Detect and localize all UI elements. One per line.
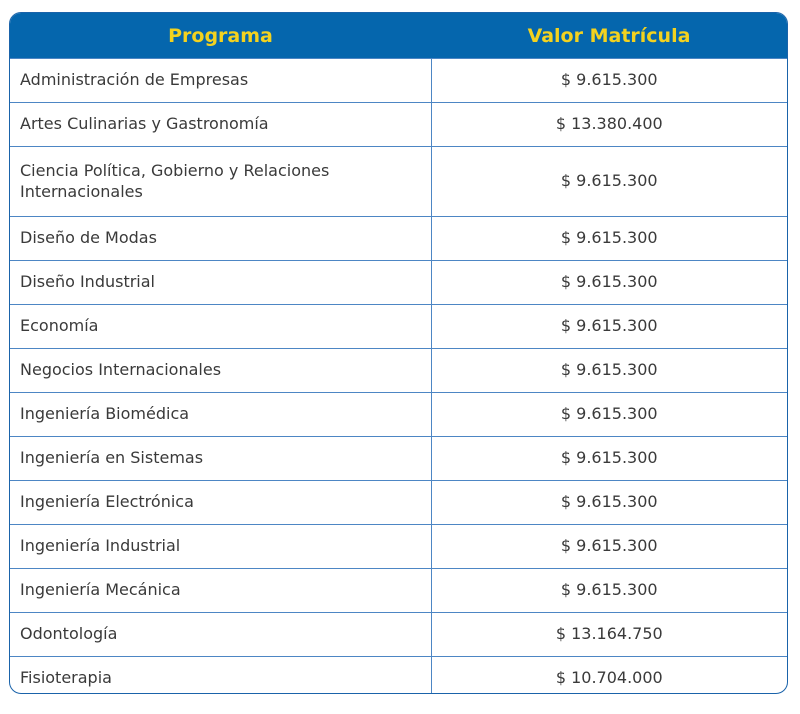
program-cell: Artes Culinarias y Gastronomía bbox=[10, 102, 432, 147]
table-row: Ingeniería Industrial $ 9.615.300 bbox=[10, 524, 787, 569]
table-header: Programa Valor Matrícula bbox=[10, 13, 787, 59]
program-cell: Ingeniería en Sistemas bbox=[10, 436, 432, 481]
table-row: Artes Culinarias y Gastronomía $ 13.380.4… bbox=[10, 102, 787, 147]
value-cell: $ 9.615.300 bbox=[431, 480, 787, 525]
value-cell: $ 9.615.300 bbox=[431, 348, 787, 393]
table-row: Odontología $ 13.164.750 bbox=[10, 612, 787, 657]
program-cell: Diseño Industrial bbox=[10, 260, 432, 305]
value-cell: $ 13.164.750 bbox=[431, 612, 787, 657]
program-cell: Economía bbox=[10, 304, 432, 349]
program-cell: Administración de Empresas bbox=[10, 58, 432, 103]
program-cell: Ingeniería Electrónica bbox=[10, 480, 432, 525]
value-cell: $ 9.615.300 bbox=[431, 304, 787, 349]
value-cell: $ 9.615.300 bbox=[431, 392, 787, 437]
program-cell: Ingeniería Mecánica bbox=[10, 568, 432, 613]
table-row: Ciencia Política, Gobierno y Relaciones … bbox=[10, 146, 787, 217]
table-row: Ingeniería Biomédica $ 9.615.300 bbox=[10, 392, 787, 437]
value-cell: $ 9.615.300 bbox=[431, 146, 787, 217]
table-row: Ingeniería en Sistemas $ 9.615.300 bbox=[10, 436, 787, 481]
value-cell: $ 9.615.300 bbox=[431, 260, 787, 305]
program-cell: Ciencia Política, Gobierno y Relaciones … bbox=[10, 146, 432, 217]
program-cell: Negocios Internacionales bbox=[10, 348, 432, 393]
value-cell: $ 9.615.300 bbox=[431, 436, 787, 481]
program-cell: Ingeniería Biomédica bbox=[10, 392, 432, 437]
table-row: Ingeniería Mecánica $ 9.615.300 bbox=[10, 568, 787, 613]
program-cell: Ingeniería Industrial bbox=[10, 524, 432, 569]
program-cell: Diseño de Modas bbox=[10, 216, 432, 261]
table-row: Diseño Industrial $ 9.615.300 bbox=[10, 260, 787, 305]
header-row: Programa Valor Matrícula bbox=[10, 13, 787, 59]
value-cell: $ 9.615.300 bbox=[431, 58, 787, 103]
table-row: Economía $ 9.615.300 bbox=[10, 304, 787, 349]
tuition-table: Programa Valor Matrícula Administración … bbox=[9, 12, 788, 694]
table-row: Fisioterapia $ 10.704.000 bbox=[10, 656, 787, 693]
table-row: Negocios Internacionales $ 9.615.300 bbox=[10, 348, 787, 393]
program-cell: Odontología bbox=[10, 612, 432, 657]
value-cell: $ 10.704.000 bbox=[431, 656, 787, 693]
header-program: Programa bbox=[10, 13, 431, 59]
value-cell: $ 9.615.300 bbox=[431, 216, 787, 261]
table-row: Ingeniería Electrónica $ 9.615.300 bbox=[10, 480, 787, 525]
value-cell: $ 9.615.300 bbox=[431, 524, 787, 569]
value-cell: $ 9.615.300 bbox=[431, 568, 787, 613]
table-body: Administración de Empresas $ 9.615.300 Ar… bbox=[10, 58, 787, 693]
table-row: Diseño de Modas $ 9.615.300 bbox=[10, 216, 787, 261]
table-row: Administración de Empresas $ 9.615.300 bbox=[10, 58, 787, 103]
header-value: Valor Matrícula bbox=[431, 13, 787, 59]
tuition-table-grid: Programa Valor Matrícula Administración … bbox=[10, 13, 787, 693]
program-cell: Fisioterapia bbox=[10, 656, 432, 693]
value-cell: $ 13.380.400 bbox=[431, 102, 787, 147]
